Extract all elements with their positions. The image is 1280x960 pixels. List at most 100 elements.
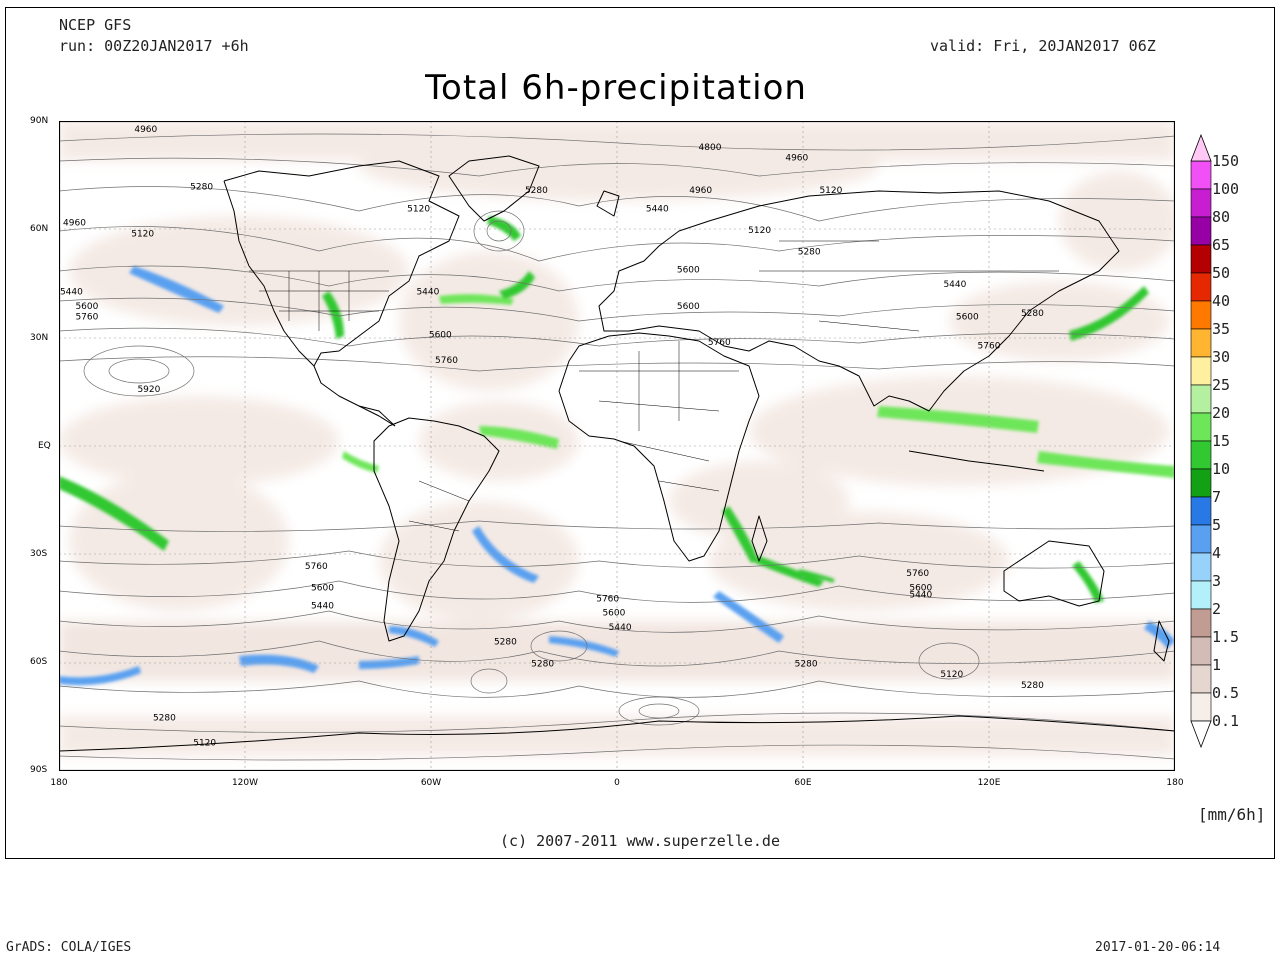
graticule (59, 121, 1175, 771)
colorbar-swatch (1190, 216, 1212, 246)
contour-label: 5760 (906, 569, 929, 579)
contour-label: 5440 (646, 204, 669, 214)
contour-label: 5280 (1021, 681, 1044, 691)
contour-label: 5440 (909, 591, 932, 601)
lon-label-60w: 60W (420, 778, 442, 788)
contour-label: 5120 (131, 230, 154, 240)
colorbar-swatch (1190, 636, 1212, 666)
contour-label: 5440 (416, 287, 439, 297)
colorbar-swatch (1190, 160, 1212, 190)
colorbar-swatch (1190, 440, 1212, 470)
colorbar-label: 150 (1212, 152, 1240, 170)
contour-label: 5280 (798, 248, 821, 258)
colorbar-label: 15 (1212, 432, 1231, 450)
colorbar-swatch (1190, 244, 1212, 274)
contour-label: 5280 (153, 713, 176, 723)
geopotential-contours (59, 133, 1175, 761)
contour-label: 5120 (819, 186, 842, 196)
model-name: NCEP GFS (59, 16, 132, 34)
lon-label-180e: 180 (1166, 778, 1184, 788)
contour-label: 5440 (943, 280, 966, 290)
lon-label-60e: 60E (794, 778, 812, 788)
colorbar-label: 35 (1212, 320, 1231, 338)
contour-label: 4960 (689, 186, 712, 196)
contour-label: 4960 (63, 219, 86, 229)
contour-label: 5760 (435, 356, 458, 366)
lon-label-180w: 180 (50, 778, 68, 788)
contour-label: 5120 (748, 226, 771, 236)
chart-frame (5, 7, 1275, 859)
colorbar-label: 20 (1212, 404, 1231, 422)
contour-label: 5600 (602, 609, 625, 619)
colorbar-label: 2 (1212, 600, 1222, 618)
contour-label: 5280 (531, 659, 554, 669)
contour-label: 4960 (785, 154, 808, 164)
colorbar-label: 40 (1212, 292, 1231, 310)
contour-label: 5600 (677, 302, 700, 312)
contour-label: 5600 (909, 583, 932, 593)
contour-label: 5120 (940, 670, 963, 680)
colorbar-swatch (1190, 272, 1212, 302)
colorbar-swatch (1190, 664, 1212, 694)
colorbar-swatch (1190, 300, 1212, 330)
colorbar-label: 0.1 (1212, 712, 1240, 730)
lat-label-30s: 30S (30, 549, 48, 559)
valid-time: valid: Fri, 20JAN2017 06Z (930, 37, 1156, 55)
contour-label: 5440 (311, 602, 334, 612)
contour-label: 5120 (407, 204, 430, 214)
contour-label: 5440 (609, 623, 632, 633)
contour-label: 5760 (596, 594, 619, 604)
colorbar-swatch (1190, 692, 1212, 722)
colorbar-label: 3 (1212, 572, 1222, 590)
contour-label: 5600 (677, 266, 700, 276)
render-timestamp: 2017-01-20-06:14 (1095, 940, 1221, 955)
colorbar-swatch (1190, 328, 1212, 358)
contour-label: 5600 (956, 313, 979, 323)
colorbar-swatch (1190, 356, 1212, 386)
contour-label: 5600 (311, 583, 334, 593)
lat-label-eq: EQ (38, 441, 51, 451)
colorbar-label: 5 (1212, 516, 1222, 534)
contour-label: 5280 (795, 659, 818, 669)
contour-label: 4960 (134, 125, 157, 135)
colorbar-bottom-arrow (1190, 720, 1212, 749)
run-info: run: 00Z20JAN2017 +6h (59, 37, 249, 55)
contour-label: 5440 (60, 287, 83, 297)
colorbar-swatch (1190, 496, 1212, 526)
colorbar-swatch (1190, 384, 1212, 414)
colorbar-swatch (1190, 412, 1212, 442)
contour-label: 5920 (137, 385, 160, 395)
contour-label: 5600 (75, 302, 98, 312)
precipitation-map: 4960 4800 4960 4960 5280 5280 5120 5440 5120 5120… (59, 121, 1175, 771)
lat-label-60n: 60N (30, 224, 49, 234)
colorbar-swatches (1190, 160, 1212, 722)
contour-label: 5600 (429, 331, 452, 341)
lon-label-120e: 120E (977, 778, 1001, 788)
lat-label-90n: 90N (30, 116, 49, 126)
contour-label: 5280 (494, 638, 517, 648)
colorbar-label: 10 (1212, 460, 1231, 478)
political-borders (249, 240, 1059, 532)
contour-label: 5280 (1021, 309, 1044, 319)
colorbar-label: 65 (1212, 236, 1231, 254)
map-title: Total 6h-precipitation (425, 68, 807, 108)
colorbar-label: 100 (1212, 180, 1240, 198)
grads-credit: GrADS: COLA/IGES (6, 940, 132, 955)
lon-label-120w: 120W (231, 778, 259, 788)
precip-colorbar (1190, 133, 1212, 749)
moderate-precip-areas (59, 216, 1175, 686)
colorbar-swatch (1190, 468, 1212, 498)
colorbar-label: 80 (1212, 208, 1231, 226)
lat-label-90s: 90S (30, 765, 48, 775)
lat-label-60s: 60S (30, 657, 48, 667)
lon-label-0: 0 (614, 778, 620, 788)
colorbar-swatch (1190, 188, 1212, 218)
colorbar-label: 0.5 (1212, 684, 1240, 702)
contour-label: 5120 (193, 739, 216, 749)
contour-label: 4800 (699, 143, 722, 153)
colorbar-label: 1 (1212, 656, 1222, 674)
colorbar-label: 4 (1212, 544, 1222, 562)
colorbar-top-arrow (1190, 133, 1212, 162)
colorbar-swatch (1190, 608, 1212, 638)
contour-label: 5280 (525, 186, 548, 196)
